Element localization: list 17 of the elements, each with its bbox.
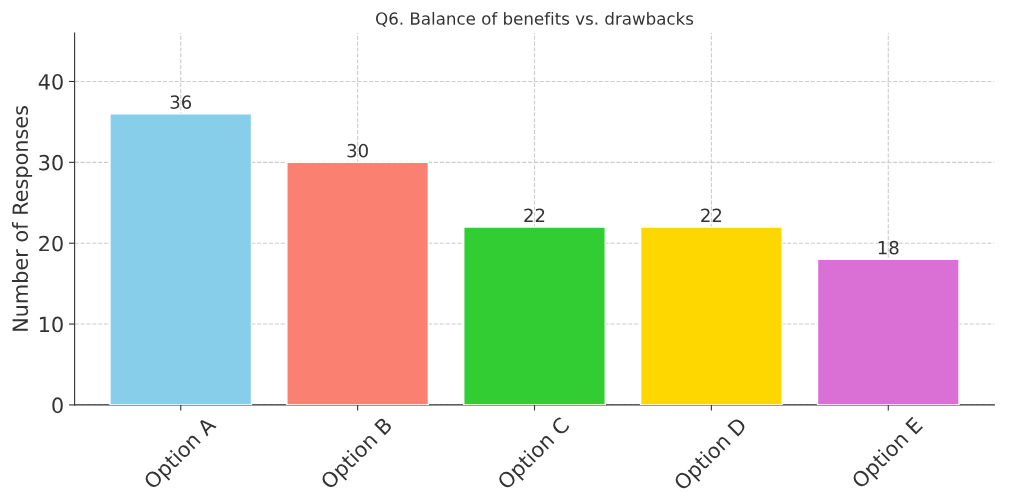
data-label: 22 [701, 208, 722, 222]
y-tick-label: 10 [39, 316, 63, 333]
data-label: 36 [170, 95, 192, 109]
bar [816, 258, 960, 405]
y-axis-title: Number of Responses [11, 106, 33, 331]
data-label: 18 [878, 240, 899, 255]
y-tick-label: 30 [39, 154, 63, 171]
bar [286, 161, 430, 405]
chart-title: Q6. Balance of benefits vs. drawbacks [376, 11, 694, 27]
data-label: 30 [347, 143, 368, 158]
bar [463, 226, 606, 405]
bar [639, 226, 783, 405]
bar [109, 113, 253, 405]
data-label: 22 [524, 208, 545, 222]
y-tick-label: 0 [52, 397, 63, 414]
y-tick-label: 40 [38, 73, 63, 90]
y-tick-label: 20 [39, 235, 63, 252]
